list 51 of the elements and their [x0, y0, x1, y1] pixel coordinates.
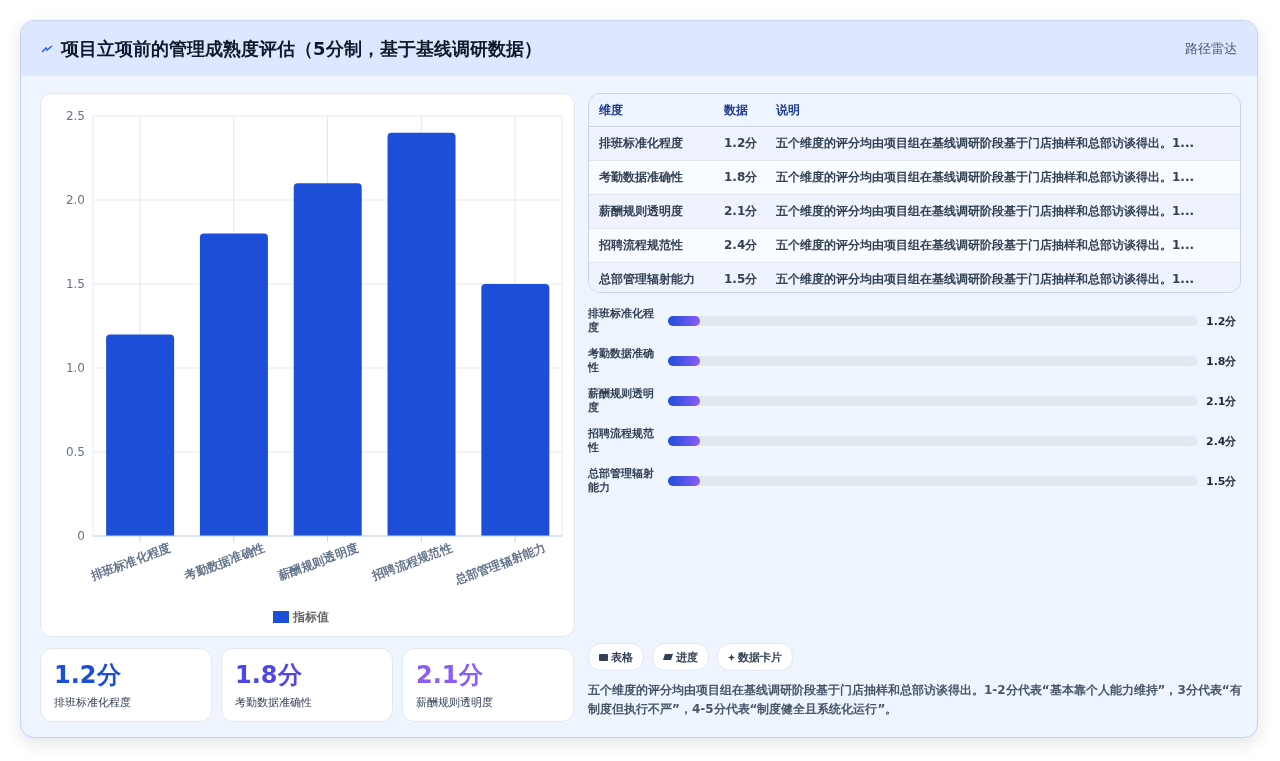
legend-label: 指标值 [292, 610, 329, 624]
y-tick-label: 2.5 [65, 109, 85, 124]
chart-title: 项目立项前的管理成熟度评估（5分制，基于基线调研数据） [61, 36, 542, 61]
text: 2.4分 [1206, 434, 1237, 448]
text: 1.5分 [1206, 474, 1237, 488]
category-label: 排班标准化程度 [588, 307, 654, 334]
text: 说明 [776, 101, 800, 119]
category-label: 招聘流程规范性 [588, 427, 654, 454]
text: 五个维度的评分均由项目组在基线调研阶段基于门店抽样和总部访谈得出。1... [776, 238, 1195, 252]
category-label: 考勤数据准确性 [588, 347, 654, 374]
text: 2.4分 [724, 238, 758, 252]
text: 五个维度的评分均由项目组在基线调研阶段基于门店抽样和总部访谈得出。1... [776, 272, 1195, 286]
text: 2.1分 [724, 204, 758, 218]
category-label: 排班标准化程度 [54, 696, 131, 709]
category-label: 总部管理辐射能力 [588, 467, 654, 494]
text: 五个维度的评分均由项目组在基线调研阶段基于门店抽样和总部访谈得出。1... [776, 135, 1195, 152]
category-label: 招聘流程规范性 [599, 238, 683, 252]
text: 2.1分 [416, 661, 483, 689]
category-label: 总部管理辐射能力 [599, 272, 695, 286]
text: 1.2分 [54, 661, 121, 689]
x-tick-label: 招聘流程规范性 [369, 540, 454, 584]
y-tick-label: 0 [77, 529, 85, 544]
y-tick-label: 0.5 [65, 445, 85, 460]
text: 维度 [598, 101, 624, 119]
text: 1.5分 [724, 272, 758, 286]
category-label: 薪酬规则透明度 [588, 387, 654, 414]
text: 表格 [588, 643, 644, 671]
y-tick-label: 1.0 [65, 361, 85, 376]
category-label: 考勤数据准确性 [235, 696, 312, 709]
text: 路径雷达 [1185, 39, 1237, 58]
x-tick-label: 薪酬规则透明度 [275, 540, 361, 584]
text: 1.8分 [1206, 354, 1237, 368]
text: 1.2分 [724, 136, 758, 150]
text: 数据 [724, 101, 749, 119]
x-tick-label: 排班标准化程度 [87, 540, 173, 584]
y-tick-label: 1.5 [65, 277, 85, 292]
text: 数据卡片 [717, 643, 793, 671]
text: 五个维度的评分均由项目组在基线调研阶段基于门店抽样和总部访谈得出。1-2分代表“基本靠个人能力维持”，3分代表“有制度但执行不严”，4-5分代表“制度健全且系统化运行”。 [588, 682, 1243, 718]
text: 五个维度的评分均由项目组在基线调研阶段基于门店抽样和总部访谈得出。1... [776, 204, 1195, 218]
text: 进度 [652, 643, 709, 671]
category-label: 薪酬规则透明度 [599, 204, 683, 218]
category-label: 薪酬规则透明度 [416, 696, 493, 709]
text: 1.2分 [1206, 314, 1237, 328]
y-tick-label: 2.0 [65, 193, 85, 208]
x-tick-label: 考勤数据准确性 [181, 540, 267, 584]
category-label: 考勤数据准确性 [599, 170, 683, 184]
category-label: 排班标准化程度 [599, 136, 683, 150]
text: 五个维度的评分均由项目组在基线调研阶段基于门店抽样和总部访谈得出。1... [776, 170, 1195, 184]
text: 2.1分 [1206, 394, 1237, 408]
text: 1.8分 [235, 661, 302, 689]
text: 1.8分 [724, 170, 758, 184]
